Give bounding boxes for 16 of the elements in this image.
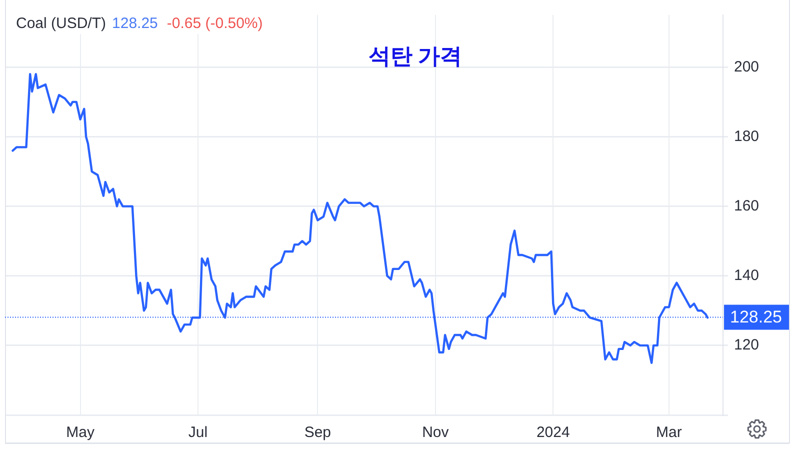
y-tick-label: 200 (734, 58, 760, 76)
annotation: 128.25 (112, 15, 158, 32)
x-tick-label: Sep (304, 424, 332, 442)
y-tick-label: 160 (734, 197, 760, 214)
x-tick-label: May (66, 424, 95, 442)
y-tick-label: 140 (734, 267, 760, 284)
x-tick-label: Mar (656, 424, 682, 442)
annotation: -0.65 (-0.50%) (166, 15, 263, 32)
x-tick-label: 2024 (536, 424, 570, 442)
text: 석탄 가격 (368, 44, 462, 69)
x-tick-label: Jul (188, 424, 208, 442)
x-tick-label: Nov (422, 424, 450, 442)
y-tick-label: 120 (734, 336, 760, 354)
ref-line-label: 128.25 (730, 307, 782, 326)
y-tick-label: 180 (734, 128, 760, 145)
chart-subtitle: Coal (USD/T) (16, 15, 106, 32)
